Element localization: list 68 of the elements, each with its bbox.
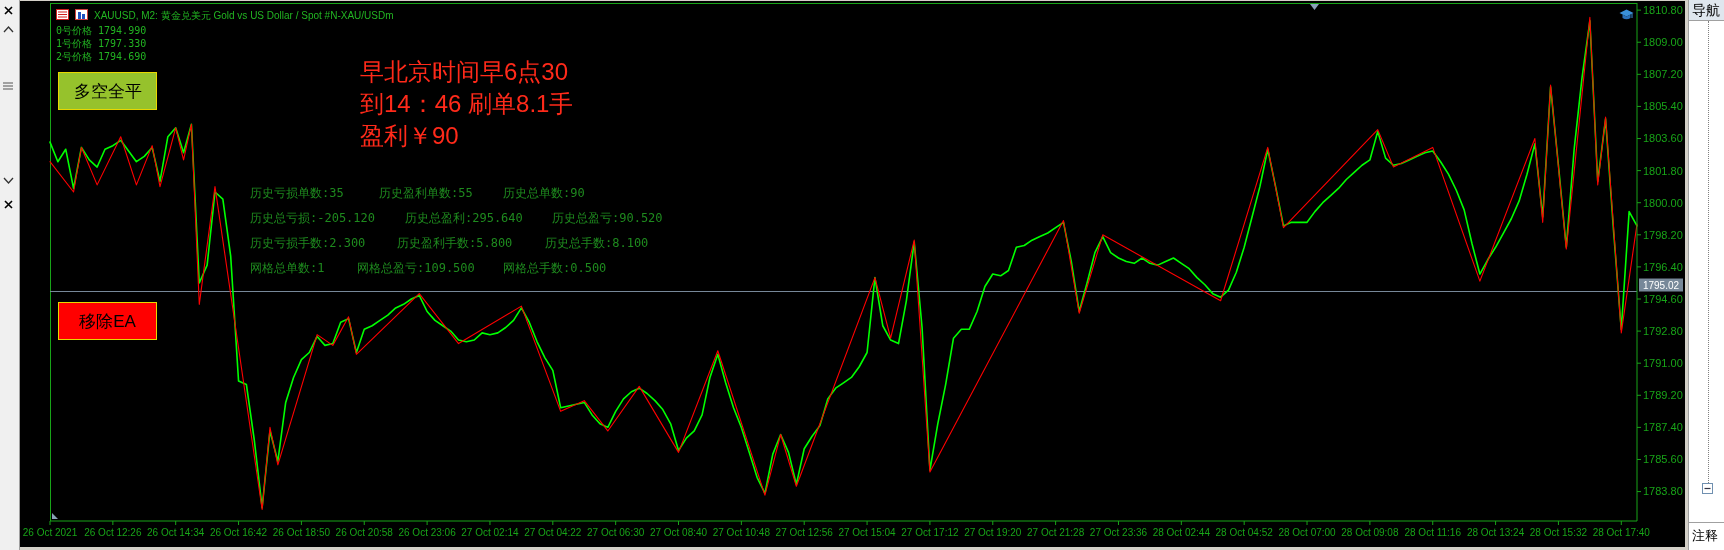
x-tick-label: 26 Oct 23:06	[398, 527, 457, 538]
y-tick-label: 1805.40	[1643, 100, 1683, 113]
y-tick-label: 1800.00	[1643, 196, 1683, 209]
annotation: 历史盈利手数:5.800	[397, 235, 513, 252]
annotation: 网格总盈亏:109.500	[357, 260, 475, 277]
y-tick-label: 1798.20	[1643, 228, 1683, 241]
y-tick-label: 1809.00	[1643, 36, 1683, 49]
annotation: 移除EA	[79, 310, 136, 333]
x-tick-label: 27 Oct 12:56	[775, 527, 834, 538]
y-tick-label: 1796.40	[1643, 260, 1683, 273]
x-tick-label: 27 Oct 10:48	[712, 527, 771, 538]
annotation: 历史总盈利:295.640	[405, 210, 523, 227]
ref-line-label: 1795.02	[1642, 279, 1680, 291]
annotation: 历史盈利单数:55	[379, 185, 473, 202]
annotation: 早北京时间早6点30	[360, 58, 569, 86]
y-tick-label: 1803.60	[1643, 132, 1683, 145]
x-tick-label: 28 Oct 15:32	[1529, 527, 1588, 538]
x-tick-label: 26 Oct 16:42	[209, 527, 268, 538]
x-tick-label: 26 Oct 14:34	[147, 527, 205, 538]
x-tick-label: 28 Oct 11:16	[1404, 527, 1462, 538]
text: XAUUSD, M2: 黄金兑美元 Gold vs US Dollar / Spot #N-XAU/USDm	[94, 9, 394, 23]
y-tick-label: 1783.80	[1643, 485, 1683, 498]
annotation: 网格总手数:0.500	[503, 260, 607, 277]
x-tick-label: 28 Oct 07:00	[1278, 527, 1337, 538]
y-tick-label: 1807.20	[1643, 68, 1683, 81]
y-tick-label: 1801.80	[1643, 164, 1683, 177]
annotation: 2号价格 1794.690	[56, 50, 147, 64]
x-tick-label: 27 Oct 19:20	[964, 527, 1022, 538]
annotation: 1号价格 1797.330	[56, 37, 147, 51]
annotation: 历史总手数:8.100	[545, 235, 649, 252]
y-tick-label: 1794.60	[1643, 292, 1683, 305]
y-tick-label: 1785.60	[1643, 453, 1683, 466]
x-tick-label: 27 Oct 21:28	[1026, 527, 1085, 538]
x-tick-label: 26 Oct 20:58	[335, 527, 394, 538]
x-tick-label: 28 Oct 13:24	[1466, 527, 1525, 538]
x-tick-label: 26 Oct 2021	[22, 527, 78, 538]
x-tick-label: 28 Oct 09:08	[1341, 527, 1399, 538]
annotation: 多空全平	[73, 80, 142, 103]
x-tick-label: 28 Oct 04:52	[1215, 527, 1274, 538]
y-tick-label: 1789.20	[1643, 389, 1683, 402]
remove-button: 移除EA	[58, 302, 157, 340]
annotation: 历史亏损单数:35	[250, 185, 344, 202]
annotation: 历史亏损手数:2.300	[250, 235, 366, 252]
annotation: 历史总盈亏:90.520	[552, 210, 663, 227]
x-tick-label: 26 Oct 12:26	[84, 527, 142, 538]
text: 注释	[1692, 527, 1718, 545]
x-tick-label: 28 Oct 02:44	[1152, 527, 1211, 538]
annotation: 历史总亏损:-205.120	[250, 210, 376, 227]
y-tick-label: 1787.40	[1643, 421, 1683, 434]
y-tick-label: 1791.00	[1643, 357, 1683, 370]
x-tick-label: 27 Oct 17:12	[901, 527, 959, 538]
x-tick-label: 26 Oct 18:50	[272, 527, 331, 538]
close-all-button: 多空全平	[58, 72, 157, 110]
annotation: 盈利￥90	[360, 122, 459, 150]
x-tick-label: 27 Oct 06:30	[587, 527, 645, 538]
x-tick-label: 27 Oct 04:22	[524, 527, 582, 538]
annotation: 0号价格 1794.990	[56, 24, 147, 38]
x-tick-label: 27 Oct 08:40	[649, 527, 708, 538]
x-tick-label: 27 Oct 02:14	[461, 527, 520, 538]
x-tick-label: 27 Oct 15:04	[838, 527, 897, 538]
annotation: 网格总单数:1	[250, 260, 325, 277]
annotation: 到14：46 刷单8.1手	[360, 90, 574, 118]
annotation: 历史总单数:90	[503, 185, 585, 202]
y-tick-label: 1810.80	[1643, 4, 1683, 17]
x-tick-label: 27 Oct 23:36	[1089, 527, 1148, 538]
x-tick-label: 28 Oct 17:40	[1592, 527, 1651, 538]
y-tick-label: 1792.80	[1643, 325, 1683, 337]
text: 导航	[1692, 2, 1720, 20]
